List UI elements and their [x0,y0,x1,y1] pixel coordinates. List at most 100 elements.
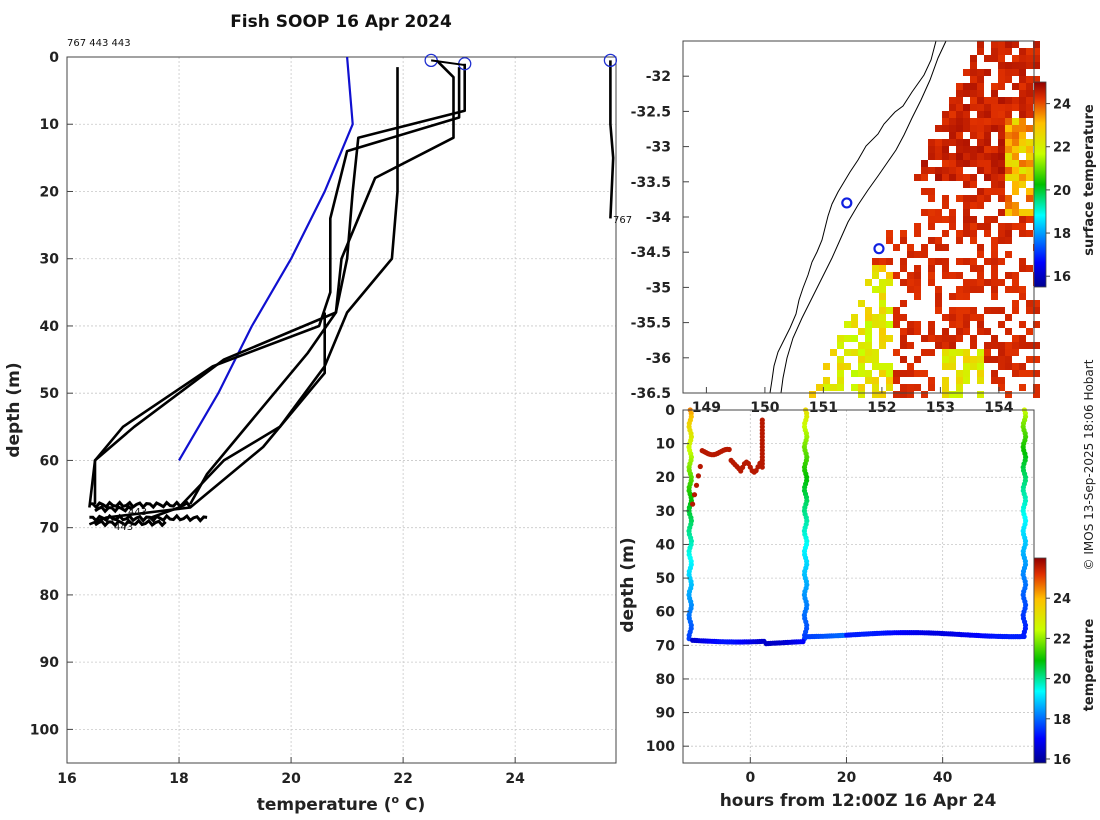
sst-cell [928,139,935,146]
sst-cell [977,111,984,118]
sst-cell [823,377,830,384]
profile-443-label-b: 443 [114,522,133,533]
sst-cell [1026,307,1033,314]
sst-cell [963,293,970,300]
sst-cell [942,160,949,167]
sst-cell [998,62,1005,69]
sst-cell [970,195,977,202]
sst-cell [1019,118,1026,125]
sst-cell [914,272,921,279]
sst-cell [998,83,1005,90]
sst-cell [984,223,991,230]
sst-cell [977,251,984,258]
sst-cell [1033,321,1040,328]
sst-cell [956,307,963,314]
sst-cell [865,321,872,328]
sst-cell [1012,202,1019,209]
sst-cell [1033,62,1040,69]
section-colorbar-label: temperature [1082,619,1097,712]
section-colorbar-gradient [1033,557,1047,764]
profile-line-profile-3 [189,59,455,505]
section-grid [683,409,1034,763]
sst-cell [1005,202,1012,209]
sst-cell [956,90,963,97]
sst-cell [1019,321,1026,328]
sst-cell [977,377,984,384]
sst-cell [1005,174,1012,181]
section-points [686,407,1029,647]
sst-cell [963,104,970,111]
sst-cell [970,314,977,321]
sst-cell [977,286,984,293]
profile-x-tick-label: 20 [281,771,301,787]
sst-cell [879,293,886,300]
sst-cell [991,251,998,258]
sst-cell [865,370,872,377]
sst-cell [1012,307,1019,314]
sst-cell [886,370,893,377]
section-x-tick-label: 40 [933,770,953,786]
sst-cell [907,272,914,279]
sst-cell [1005,356,1012,363]
sst-cell [921,251,928,258]
sst-cell [949,125,956,132]
section-x-tick-label: 0 [745,770,755,786]
sst-cell [942,216,949,223]
sst-cell [977,272,984,279]
sst-cell [1012,69,1019,76]
sst-cell [1012,342,1019,349]
sst-cell [865,335,872,342]
sst-cell [893,370,900,377]
sst-cell [1005,363,1012,370]
sst-cell [963,111,970,118]
map-x-tick-label: 152 [867,400,896,416]
map-y-tick-label: -33 [646,140,671,156]
profile-y-tick-label: 60 [40,453,60,469]
sst-cell [1033,391,1040,398]
sst-cell [865,349,872,356]
sst-cell [970,146,977,153]
sst-cell [949,167,956,174]
section-point [800,639,806,645]
sst-cell [907,251,914,258]
sst-cell [991,104,998,111]
sst-cell [970,132,977,139]
sst-cell [893,272,900,279]
sst-cell [977,188,984,195]
sst-cell [956,111,963,118]
sst-cell [900,237,907,244]
sst-cell [984,160,991,167]
sst-cell [956,258,963,265]
sst-cell [977,104,984,111]
sst-cell [816,384,823,391]
sst-cell [977,314,984,321]
section-point [1021,633,1027,640]
sst-cell [991,307,998,314]
section-y-tick-label: 50 [656,571,676,587]
sst-cell [942,342,949,349]
section-colorbar-tick-label: 20 [1053,673,1071,688]
section-y-tick-label: 60 [656,605,676,621]
sst-cell [970,265,977,272]
sst-cell [963,307,970,314]
sst-cell [949,111,956,118]
sst-cell [991,167,998,174]
sst-cell [984,307,991,314]
sst-cell [907,391,914,398]
profile-axes-box [66,56,617,764]
sst-cell [991,286,998,293]
sst-cell [865,307,872,314]
profile-x-axis-label: temperature (o C) [257,793,426,815]
sst-cell [963,279,970,286]
sst-cell [956,153,963,160]
sst-cell [1012,181,1019,188]
sst-cell [942,335,949,342]
sst-cell [1012,41,1019,48]
sst-cell [963,349,970,356]
sst-cell [844,321,851,328]
sst-cell [1019,62,1026,69]
sst-cell [991,118,998,125]
sst-cell [970,237,977,244]
sst-cell [1005,328,1012,335]
section-y-tick-label: 30 [656,504,676,520]
